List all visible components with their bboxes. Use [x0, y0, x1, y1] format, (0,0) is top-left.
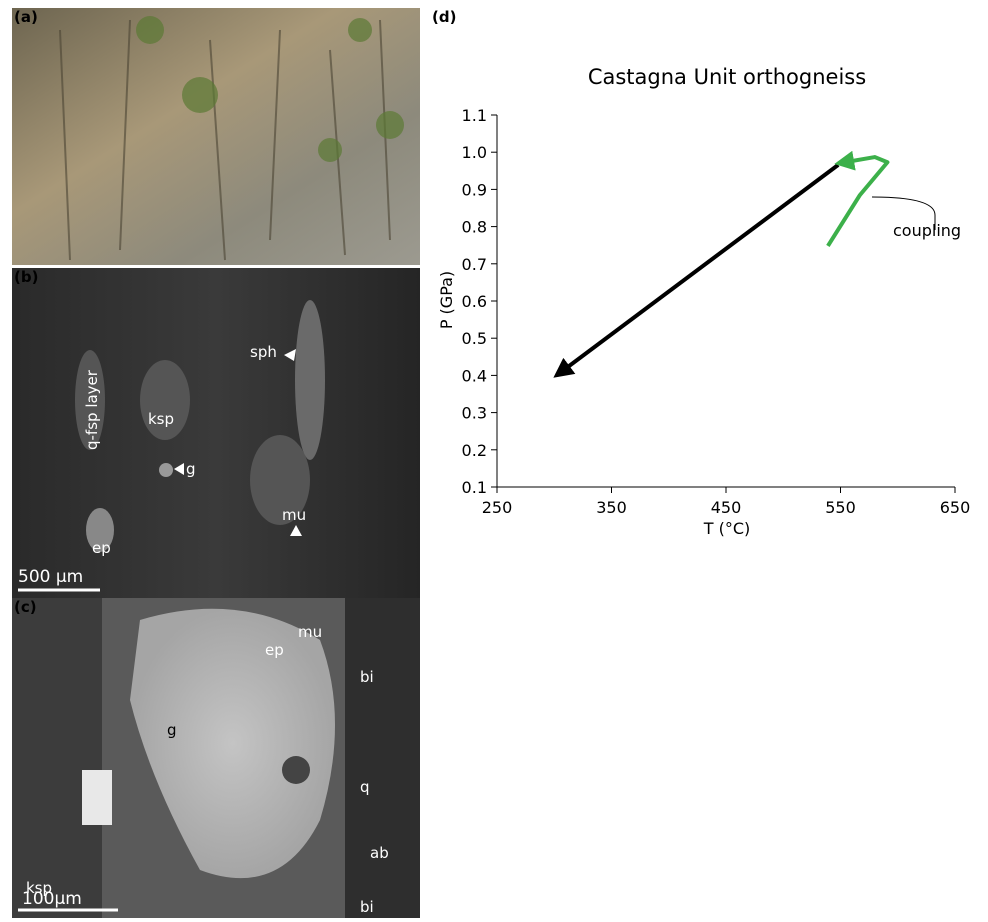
x-axis-label: T (°C) [703, 519, 751, 538]
y-tick-label: 0.7 [462, 255, 487, 274]
panel-label: (d) [432, 8, 456, 26]
y-tick-label: 0.4 [462, 366, 487, 385]
x-tick-label: 250 [482, 498, 513, 517]
figure: (a) (b) sph q-fsp layer ksp g mu ep 500 … [0, 0, 988, 918]
y-tick-label: 1.1 [462, 106, 487, 125]
y-axis-label: P (GPa) [437, 271, 456, 329]
y-tick-label: 0.3 [462, 404, 487, 423]
panel-label: (b) [14, 268, 38, 286]
annotation: sph [250, 343, 277, 361]
panel-label: (a) [14, 8, 38, 26]
annotation: ksp [148, 410, 174, 428]
y-tick-label: 0.5 [462, 329, 487, 348]
annotation: g [186, 460, 196, 478]
annotation: q [360, 778, 370, 796]
x-tick-label: 450 [711, 498, 742, 517]
y-tick-label: 1.0 [462, 143, 487, 162]
y-tick-label: 0.9 [462, 180, 487, 199]
annotation: ab [370, 844, 389, 862]
data-line [557, 165, 839, 376]
annotation: q-fsp layer [83, 369, 101, 450]
data-line [828, 157, 888, 246]
grains [12, 598, 420, 918]
panel-label: (c) [14, 598, 37, 616]
x-tick-label: 650 [940, 498, 971, 517]
annotation: ep [265, 641, 284, 659]
annotation: mu [282, 506, 306, 524]
y-tick-label: 0.1 [462, 478, 487, 497]
annotation: bi [360, 668, 374, 686]
y-tick-label: 0.2 [462, 441, 487, 460]
annotation: mu [298, 623, 322, 641]
x-tick-label: 350 [596, 498, 627, 517]
annotation: coupling [893, 221, 961, 240]
annotation: ep [92, 539, 111, 557]
y-tick-label: 0.6 [462, 292, 487, 311]
annotation: bi [360, 898, 374, 916]
photo-bse [12, 268, 420, 598]
x-tick-label: 550 [825, 498, 856, 517]
y-tick-label: 0.8 [462, 218, 487, 237]
annotation: g [167, 721, 177, 739]
chart-title: Castagna Unit orthogneiss [588, 65, 866, 89]
scale-label: 100µm [22, 889, 82, 909]
scale-label: 500 µm [18, 567, 83, 587]
